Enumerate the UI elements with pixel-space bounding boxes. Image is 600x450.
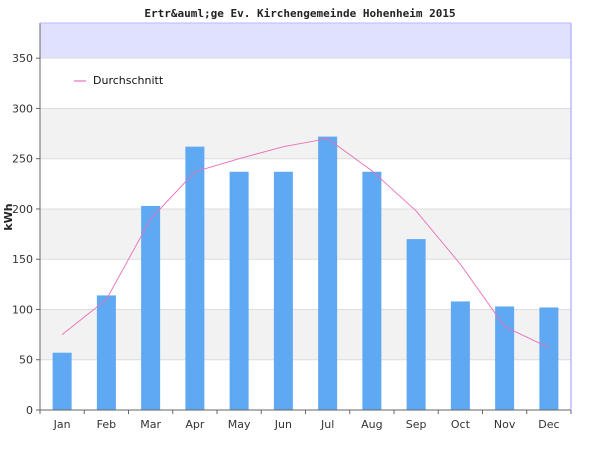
bar-may [229, 171, 249, 410]
bar-aug [362, 171, 382, 410]
y-tick-label: 150 [12, 253, 33, 266]
plot-background [40, 23, 571, 410]
bar-sep [406, 239, 426, 410]
legend-label-durchschnitt: Durchschnitt [93, 74, 164, 87]
x-tick-label-mar: Mar [140, 418, 161, 431]
plot-band [40, 108, 571, 159]
y-tick-label: 0 [26, 404, 33, 417]
bar-jul [318, 136, 338, 410]
y-tick-labels: 0 50 100 150 200 250 300 350 [12, 52, 33, 417]
y-tick-label: 50 [19, 354, 33, 367]
plot-band [40, 208, 571, 260]
x-tick-label-jul: Jul [320, 418, 334, 431]
axes [36, 22, 572, 414]
bar-dec [539, 307, 559, 410]
y-tick-label: 100 [12, 303, 33, 316]
plot-band [40, 359, 571, 410]
legend: Durchschnitt [74, 74, 164, 87]
bar-mar [141, 205, 161, 410]
y-tick-label: 250 [12, 153, 33, 166]
bar-jun [273, 171, 293, 410]
y-tick-label: 200 [12, 203, 33, 216]
x-tick-label-oct: Oct [451, 418, 471, 431]
plot-band [40, 158, 571, 209]
bar-series [52, 136, 559, 410]
plot-top-band [40, 23, 571, 59]
bar-oct [450, 301, 470, 410]
plot-band [40, 58, 571, 109]
y-tick-label: 300 [12, 102, 33, 115]
x-tick-label-sep: Sep [406, 418, 427, 431]
x-tick-label-jan: Jan [53, 418, 71, 431]
bar-feb [96, 295, 116, 410]
x-tick-label-nov: Nov [494, 418, 516, 431]
x-tick-label-aug: Aug [361, 418, 382, 431]
line-series [61, 138, 550, 349]
bar-apr [185, 146, 205, 410]
y-axis-label: kWh [2, 203, 15, 230]
x-tick-label-dec: Dec [538, 418, 559, 431]
bar-jan [52, 352, 72, 410]
plot-band [40, 259, 571, 310]
x-tick-label-jun: Jun [274, 418, 292, 431]
line-durchschnitt [61, 138, 550, 349]
x-tick-labels: Jan Feb Mar Apr May Jun Jul Aug Sep Oct Nov Dec [53, 418, 560, 431]
bar-nov [495, 306, 515, 410]
x-tick-label-apr: Apr [185, 418, 205, 431]
x-tick-label-may: May [228, 418, 251, 431]
y-tick-label: 350 [12, 52, 33, 65]
plot-band [40, 309, 571, 360]
x-tick-label-feb: Feb [97, 418, 116, 431]
chart-title: Ertr&auml;ge Ev. Kirchengemeinde Hohenhe… [144, 7, 455, 20]
